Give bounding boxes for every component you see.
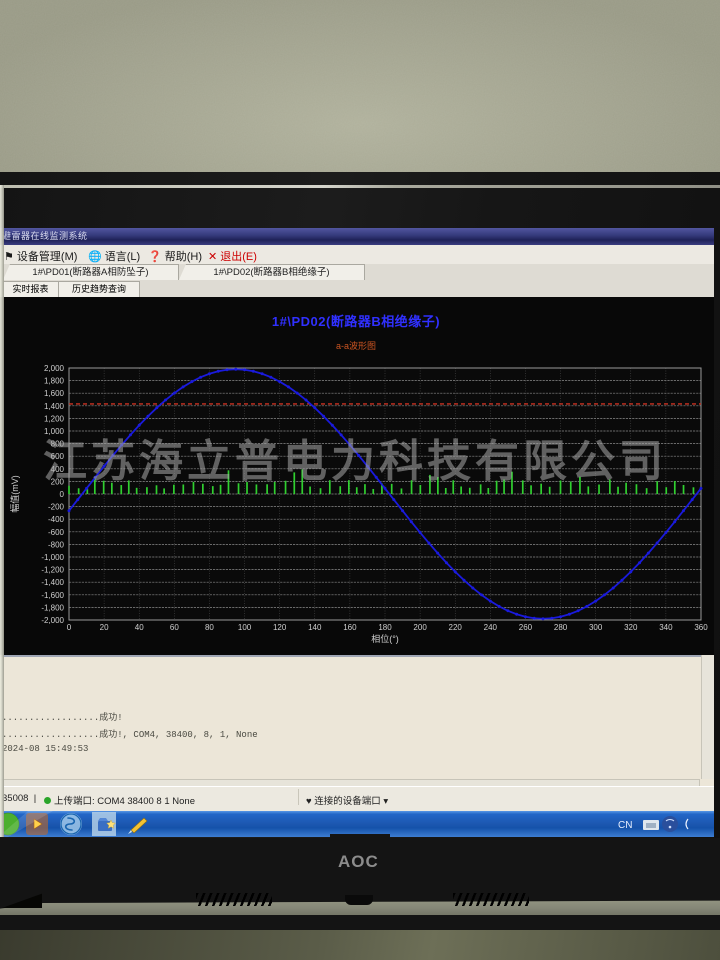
svg-text:180: 180 [378,623,392,632]
svg-text:0: 0 [60,490,65,499]
svg-text:140: 140 [308,623,322,632]
svg-text:360: 360 [694,623,708,632]
svg-text:-1,600: -1,600 [41,591,64,600]
svg-text:340: 340 [659,623,673,632]
svg-text:300: 300 [589,623,603,632]
svg-text:40: 40 [135,623,144,632]
svg-text:1,200: 1,200 [44,414,65,423]
svg-text:1,400: 1,400 [44,402,65,411]
svg-text:1,800: 1,800 [44,377,65,386]
svg-text:100: 100 [238,623,252,632]
svg-text:-1,400: -1,400 [41,578,64,587]
svg-text:-1,200: -1,200 [41,566,64,575]
svg-text:20: 20 [100,623,109,632]
svg-text:220: 220 [449,623,463,632]
svg-text:-2,000: -2,000 [41,616,64,625]
svg-text:-800: -800 [48,540,65,549]
svg-text:240: 240 [484,623,498,632]
svg-text:60: 60 [170,623,179,632]
svg-text:280: 280 [554,623,568,632]
svg-text:-1,000: -1,000 [41,553,64,562]
svg-text:120: 120 [273,623,287,632]
svg-text:200: 200 [413,623,427,632]
svg-text:-200: -200 [48,503,65,512]
svg-text:幅值(mV): 幅值(mV) [9,475,20,513]
svg-text:2,000: 2,000 [44,364,65,373]
svg-text:260: 260 [519,623,533,632]
svg-text:CN: CN [618,820,632,831]
svg-text:80: 80 [205,623,214,632]
svg-text:320: 320 [624,623,638,632]
svg-text:160: 160 [343,623,357,632]
svg-text:相位(°): 相位(°) [371,633,399,644]
svg-text:-400: -400 [48,515,65,524]
svg-text:-1,800: -1,800 [41,603,64,612]
svg-text:0: 0 [67,623,72,632]
svg-text:-600: -600 [48,528,65,537]
svg-text:1,600: 1,600 [44,389,65,398]
